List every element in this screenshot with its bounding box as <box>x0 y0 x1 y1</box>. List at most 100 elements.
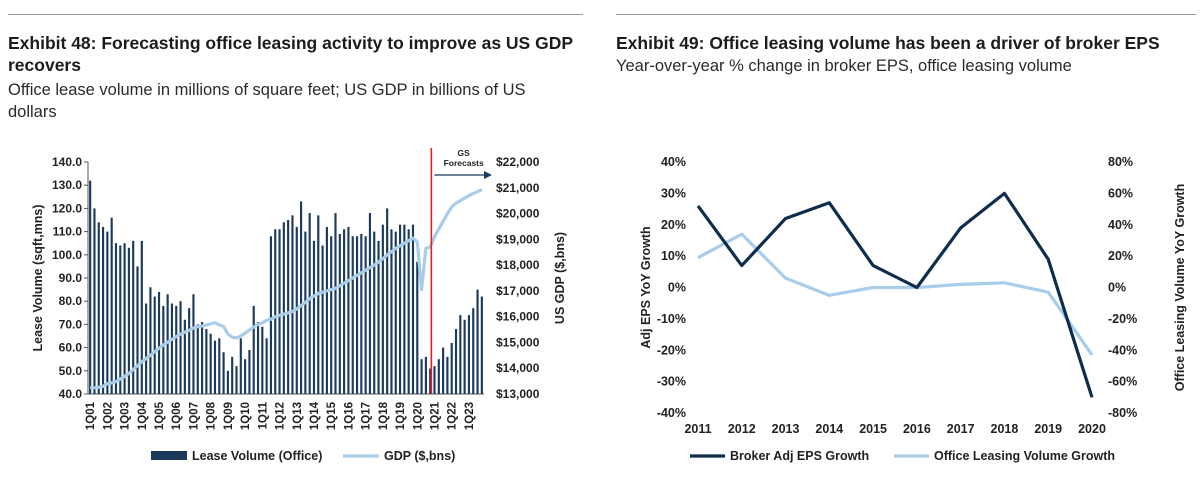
lease-volume-bar <box>429 368 432 394</box>
y-tick-label: 110.0 <box>53 225 83 239</box>
lease-volume-bar <box>114 243 118 394</box>
lease-volume-bar <box>437 359 440 394</box>
lease-volume-bar <box>364 236 367 394</box>
y-tick-label: -10% <box>657 312 686 326</box>
y2-axis-title: US GDP ($,bns) <box>553 232 567 324</box>
y-tick-label: 130.0 <box>52 178 82 192</box>
lease-volume-bar <box>119 245 122 394</box>
lease-volume-bar <box>317 215 320 394</box>
y2-tick-label: -80% <box>1108 406 1137 420</box>
lease-volume-bar <box>89 180 92 394</box>
lease-volume-bar <box>480 296 483 394</box>
y2-tick-label: 40% <box>1108 218 1133 232</box>
y-tick-label: 40% <box>661 155 686 169</box>
lease-volume-bar <box>235 366 238 394</box>
y2-tick-label: -40% <box>1108 343 1137 357</box>
lease-volume-bar <box>252 305 255 394</box>
lease-volume-bar <box>420 359 423 394</box>
lease-volume-bar <box>338 233 341 394</box>
x-tick-label: 1Q22 <box>447 402 459 430</box>
exhibit-49-subtitle: Year-over-year % change in broker EPS, o… <box>616 57 1072 75</box>
y2-tick-label: 0% <box>1108 281 1126 295</box>
x-tick-label: 2013 <box>772 422 800 436</box>
lease-volume-bar <box>269 236 273 394</box>
legend-label-office-leasing: Office Leasing Volume Growth <box>934 449 1115 463</box>
x-tick-label: 1Q23 <box>464 402 476 430</box>
x-tick-label: 1Q18 <box>378 401 390 430</box>
lease-volume-bar <box>222 352 225 394</box>
top-divider <box>616 14 1196 15</box>
x-tick-label: 1Q08 <box>206 401 218 430</box>
lease-volume-bar <box>442 347 445 394</box>
lease-volume-bar <box>355 236 359 394</box>
legend-label-lease-volume: Lease Volume (Office) <box>192 449 322 463</box>
exhibit-48-subtitle-line1: Office lease volume in millions of squar… <box>8 81 526 99</box>
lease-volume-bar <box>123 243 126 394</box>
lease-volume-bar <box>274 229 277 394</box>
lease-volume-bar <box>398 224 402 394</box>
lease-volume-bar <box>321 245 324 394</box>
y-tick-label: 60.0 <box>59 341 83 355</box>
lease-volume-bar <box>200 322 204 394</box>
lease-volume-bar <box>343 229 346 394</box>
lease-volume-bar <box>424 356 427 394</box>
y2-tick-label: -20% <box>1108 312 1137 326</box>
lease-volume-bar <box>394 231 397 394</box>
lease-volume-bar <box>360 233 363 394</box>
lease-volume-bar <box>145 303 148 394</box>
y-axis-title: Lease Volume (sqft,mns) <box>31 204 45 351</box>
y-tick-label: 30% <box>661 186 686 200</box>
y2-tick-label: $21,000 <box>496 181 540 195</box>
lease-volume-bar <box>101 226 105 394</box>
y2-tick-label: $19,000 <box>496 232 540 246</box>
lease-volume-bar <box>403 224 406 394</box>
exhibit-49-title: Exhibit 49: Office leasing volume has be… <box>616 33 1160 53</box>
lease-volume-bar <box>179 301 182 394</box>
legend-label-gdp: GDP ($,bns) <box>384 449 455 463</box>
lease-volume-bar <box>97 222 100 394</box>
lease-volume-bar <box>450 342 453 394</box>
y-tick-label: 10% <box>661 249 686 263</box>
y2-tick-label: -60% <box>1108 375 1137 389</box>
lease-volume-bar <box>205 329 208 394</box>
legend-label-broker-eps: Broker Adj EPS Growth <box>730 449 869 463</box>
lease-volume-bar <box>278 229 281 394</box>
lease-volume-bar <box>248 349 251 394</box>
y2-tick-label: 20% <box>1108 249 1133 263</box>
y-tick-label: 20% <box>661 218 686 232</box>
lease-volume-bar <box>476 289 479 394</box>
legend-swatch-lease-volume <box>151 451 187 460</box>
x-tick-label: 1Q21 <box>430 401 442 430</box>
lease-volume-bar <box>265 338 268 394</box>
exhibit-49-chart: 40% 30% 20% 10% 0% -10% -20% -30% -40% 80% 60% 40% 2… <box>639 155 1187 463</box>
lease-volume-bar <box>175 305 178 394</box>
x-tick-label: 1Q10 <box>240 402 252 430</box>
exhibit-48-chart: 140.0 130.0 120.0 110.0 100.0 90.0 80.0 70.0 60.… <box>31 148 567 463</box>
lease-volume-bar <box>149 287 152 394</box>
lease-volume-bar <box>330 236 333 394</box>
y2-tick-label: $22,000 <box>496 155 540 169</box>
lease-volume-bar <box>231 356 234 394</box>
y-tick-label: 140.0 <box>52 155 82 169</box>
x-tick-label: 1Q12 <box>275 402 287 430</box>
x-tick-label: 1Q16 <box>343 402 355 430</box>
x-tick-label: 1Q01 <box>85 401 97 430</box>
top-divider <box>8 14 583 15</box>
x-tick-label: 1Q06 <box>171 402 183 430</box>
lease-volume-bar <box>446 356 449 394</box>
x-tick-label: 1Q13 <box>292 402 304 430</box>
forecast-annotation-line2: Forecasts <box>444 158 484 168</box>
lease-volume-bar <box>299 201 303 394</box>
lease-volume-bar <box>192 294 195 394</box>
y2-tick-label: $15,000 <box>496 335 540 349</box>
y2-tick-label: $14,000 <box>496 361 540 375</box>
y2-tick-label: $20,000 <box>496 207 540 221</box>
y2-axis-title: Office Leasing Volume YoY Growth <box>1173 184 1187 391</box>
x-tick-label: 1Q19 <box>395 402 407 430</box>
y2-tick-label: $17,000 <box>496 284 540 298</box>
lease-volume-bar <box>407 229 410 394</box>
lease-volume-bar <box>162 305 165 394</box>
lease-volume-bar <box>282 222 285 394</box>
exhibit-48-subtitle-line2: dollars <box>8 103 57 121</box>
lease-volume-bar <box>127 247 130 394</box>
